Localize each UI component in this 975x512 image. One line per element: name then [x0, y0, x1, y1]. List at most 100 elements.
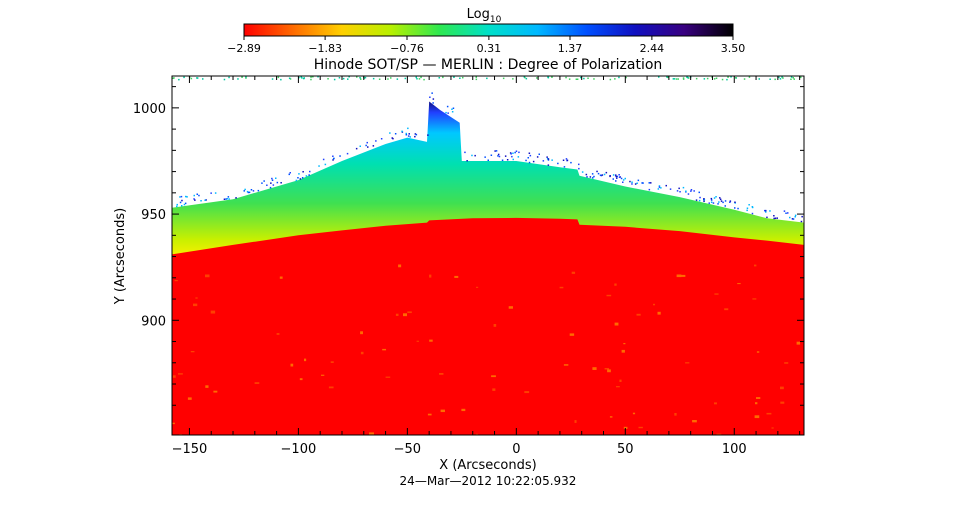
y-tick-label: 950 [141, 208, 166, 223]
noise-pixel [601, 174, 604, 176]
speckle [604, 368, 610, 370]
disk-speckles [172, 264, 801, 435]
colorbar-tick-label: −2.89 [227, 42, 261, 55]
colorbar-label: Log10 [467, 7, 502, 25]
noise-pixel [764, 209, 766, 212]
speckle [623, 426, 628, 429]
noise-pixel [715, 77, 718, 79]
noise-pixel [734, 207, 736, 209]
noise-pixel [324, 163, 327, 166]
noise-pixel [634, 183, 637, 185]
noise-pixel [587, 77, 589, 79]
speckle [279, 276, 283, 279]
noise-pixel [609, 175, 611, 178]
noise-pixel [266, 184, 268, 186]
noise-pixel [618, 174, 620, 176]
noise-pixel [359, 145, 361, 147]
noise-pixel [547, 158, 550, 160]
noise-pixel [637, 179, 640, 182]
noise-pixel [751, 206, 754, 208]
noise-pixel [389, 132, 391, 134]
noise-pixel [528, 152, 531, 154]
noise-pixel [342, 77, 345, 80]
noise-pixel [226, 198, 229, 200]
offlimb-noise [172, 76, 803, 223]
speckle [187, 397, 192, 400]
noise-pixel [475, 76, 477, 78]
noise-pixel [184, 202, 187, 205]
colorbar [243, 23, 734, 37]
speckle [382, 348, 387, 351]
speckle [475, 433, 479, 435]
noise-pixel [765, 209, 767, 212]
noise-pixel [551, 159, 553, 161]
speckle [619, 379, 622, 382]
noise-pixel [618, 76, 620, 79]
noise-pixel [512, 152, 514, 154]
speckle [632, 412, 636, 415]
speckle [614, 283, 617, 286]
noise-pixel [737, 207, 739, 210]
noise-pixel [622, 179, 625, 181]
noise-pixel [734, 77, 737, 79]
noise-pixel [787, 212, 789, 214]
speckle [714, 402, 717, 405]
noise-pixel [615, 180, 617, 182]
noise-pixel [605, 171, 608, 174]
noise-pixel [172, 77, 174, 79]
noise-pixel [378, 78, 381, 80]
speckle [439, 373, 444, 375]
noise-pixel [682, 186, 685, 189]
x-axis-label: X (Arcseconds) [439, 458, 536, 473]
noise-pixel [585, 173, 588, 176]
noise-pixel [414, 135, 416, 138]
noise-pixel [678, 187, 680, 190]
noise-pixel [348, 76, 350, 78]
noise-pixel [615, 175, 617, 178]
noise-pixel [673, 78, 676, 80]
noise-pixel [765, 211, 767, 213]
speckle [636, 313, 641, 316]
noise-pixel [719, 198, 722, 201]
noise-pixel [517, 156, 520, 158]
noise-pixel [622, 181, 624, 183]
speckle [440, 409, 445, 413]
noise-pixel [246, 190, 249, 193]
noise-pixel [200, 200, 202, 202]
plot-area [172, 76, 804, 435]
noise-pixel [766, 216, 768, 219]
noise-pixel [359, 77, 361, 79]
noise-pixel [288, 173, 290, 176]
noise-pixel [245, 77, 247, 79]
noise-pixel [360, 78, 362, 80]
noise-pixel [578, 163, 580, 166]
noise-pixel [576, 78, 579, 80]
speckle [173, 375, 176, 378]
noise-pixel [190, 77, 193, 80]
speckle [429, 339, 433, 342]
noise-pixel [546, 156, 548, 158]
noise-pixel [658, 185, 661, 187]
speckle [724, 308, 729, 311]
noise-pixel [228, 198, 230, 200]
noise-pixel [792, 218, 795, 220]
noise-pixel [451, 111, 454, 113]
noise-pixel [416, 78, 418, 80]
noise-pixel [432, 102, 434, 104]
noise-pixel [431, 92, 433, 94]
noise-pixel [717, 203, 719, 205]
plot-frame [171, 75, 805, 436]
noise-pixel [300, 76, 302, 78]
noise-pixel [453, 76, 455, 78]
noise-pixel [271, 177, 273, 180]
noise-pixel [173, 77, 175, 79]
speckle [756, 351, 760, 353]
speckle [492, 388, 496, 391]
speckle [771, 427, 774, 429]
speckle [737, 283, 741, 285]
y-axis-label: Y (Arcseconds) [113, 208, 128, 305]
noise-pixel [570, 161, 572, 164]
speckle [796, 341, 801, 345]
noise-pixel [794, 214, 797, 217]
noise-pixel [276, 181, 279, 184]
